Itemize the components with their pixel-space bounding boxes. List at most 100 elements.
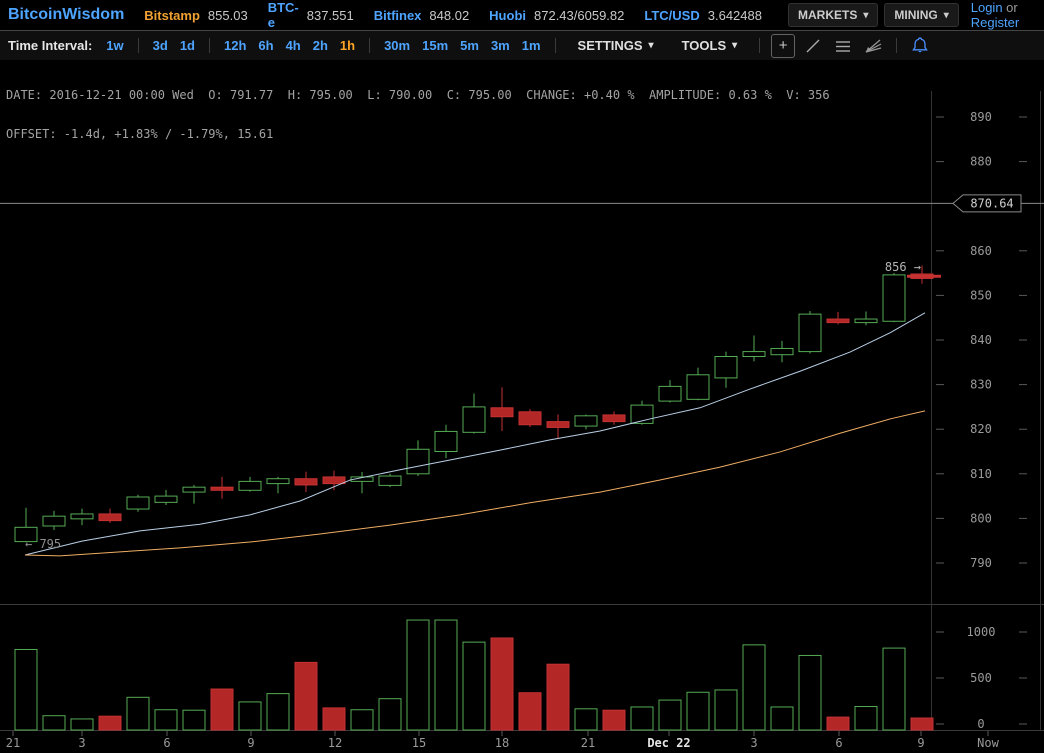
price-axis-label: 810 — [970, 467, 992, 481]
candle-body — [574, 415, 598, 427]
volume-bar — [70, 718, 94, 731]
candle-body — [714, 356, 738, 379]
volume-bar — [126, 696, 150, 731]
volume-bar — [602, 709, 626, 731]
candle-body — [826, 318, 850, 324]
volume-bar — [154, 709, 178, 731]
candle-body — [658, 385, 682, 402]
volume-bar — [322, 707, 346, 731]
interval-1d[interactable]: 1d — [179, 38, 195, 53]
candle-body — [154, 495, 178, 503]
ticker-btce-link[interactable]: BTC-e — [267, 0, 299, 30]
interval-6h[interactable]: 6h — [258, 38, 274, 53]
candle-body — [686, 374, 710, 400]
price-axis-label: 850 — [970, 288, 992, 302]
divider — [369, 38, 371, 53]
time-axis-label: 21 — [6, 736, 20, 750]
ticker-huobi-link[interactable]: Huobi — [489, 7, 526, 23]
login-link[interactable]: Login — [970, 0, 1003, 15]
volume-bar — [826, 716, 850, 731]
price-axis-label: 840 — [970, 333, 992, 347]
ma-slow-line — [24, 410, 926, 557]
ticker-bitstamp-link[interactable]: Bitstamp — [144, 7, 200, 23]
interval-3d[interactable]: 3d — [152, 38, 168, 53]
candle-body — [182, 486, 206, 493]
caret-down-icon: ▾ — [648, 40, 654, 51]
price-annotation: 856 → — [885, 260, 921, 274]
crosshair-tool-icon[interactable]: + — [771, 33, 796, 58]
volume-bar — [462, 641, 486, 731]
mining-dropdown-button[interactable]: MINING ▾ — [884, 3, 959, 27]
volume-bar — [378, 698, 402, 731]
horizontal-lines-tool-icon[interactable] — [831, 34, 855, 58]
candle-body — [630, 404, 654, 424]
markets-dropdown-button[interactable]: MARKETS ▾ — [787, 3, 879, 27]
fan-lines-tool-icon[interactable] — [861, 34, 885, 58]
register-link[interactable]: Register — [970, 15, 1020, 30]
candle-body — [434, 430, 458, 452]
volume-bar — [630, 706, 654, 731]
brand-logo[interactable]: BitcoinWisdom — [8, 6, 125, 23]
divider — [208, 38, 210, 53]
time-axis-label: 6 — [163, 736, 170, 750]
candle-body — [406, 448, 430, 475]
ma-fast-line — [24, 312, 926, 556]
candlestick-chart[interactable]: 890 880 860 850 840 830 820 810 800 790 1000 500 0 21… — [0, 91, 1044, 753]
candle-body — [462, 406, 486, 433]
chart-toolbar: Time Interval: 1w 3d 1d 12h 6h 4h 2h 1h … — [0, 30, 1044, 60]
settings-dropdown-button[interactable]: SETTINGS ▾ — [577, 38, 654, 53]
alert-bell-icon[interactable] — [908, 34, 932, 58]
interval-12h[interactable]: 12h — [223, 38, 247, 53]
ohlc-info-readout: DATE: 2016-12-21 00:00 Wed O: 791.77 H: … — [0, 60, 1044, 141]
divider — [759, 38, 761, 53]
candle-body — [518, 411, 542, 426]
price-axis-label: 860 — [970, 244, 992, 258]
interval-1h-selected[interactable]: 1h — [339, 38, 356, 53]
time-axis-label: 9 — [917, 736, 924, 750]
time-axis-label: 15 — [412, 736, 426, 750]
divider — [137, 38, 139, 53]
volume-bar — [182, 709, 206, 731]
tools-dropdown-button[interactable]: TOOLS ▾ — [681, 38, 738, 53]
volume-axis-label: 1000 — [967, 625, 996, 639]
interval-1m[interactable]: 1m — [521, 38, 541, 53]
interval-1w[interactable]: 1w — [106, 38, 124, 53]
candle-body — [742, 351, 766, 358]
volume-bar — [434, 619, 458, 731]
interval-15m[interactable]: 15m — [422, 38, 449, 53]
candle-body — [854, 318, 878, 324]
trendline-tool-icon[interactable] — [801, 34, 825, 58]
time-axis-label: 9 — [247, 736, 254, 750]
volume-bar — [714, 689, 738, 731]
interval-2h[interactable]: 2h — [312, 38, 328, 53]
price-annotation: ← 795 — [25, 537, 61, 551]
volume-bar — [238, 701, 262, 731]
interval-5m[interactable]: 5m — [460, 38, 479, 53]
candle-body — [238, 480, 262, 491]
ticker-ltcusd-link[interactable]: LTC/USD — [644, 7, 700, 23]
volume-axis-label: 500 — [970, 671, 992, 685]
top-navbar: BitcoinWisdom Bitstamp 855.03 BTC-e 837.… — [0, 0, 1044, 30]
volume-bar — [210, 688, 234, 731]
ticker-bitfinex-link[interactable]: Bitfinex — [373, 7, 422, 23]
ticker-btce-price: 837.551 — [306, 7, 354, 23]
drawing-tools-group: + — [768, 33, 935, 58]
volume-bar — [546, 663, 570, 731]
interval-3m[interactable]: 3m — [490, 38, 510, 53]
or-text: or — [1002, 0, 1018, 15]
time-axis-label: 3 — [78, 736, 85, 750]
divider — [896, 38, 898, 53]
ohlc-info-line2: OFFSET: -1.4d, +1.83% / -1.79%, 15.61 — [6, 127, 274, 141]
volume-bar — [770, 706, 794, 731]
price-axis-label: 790 — [970, 556, 992, 570]
candle-body — [126, 496, 150, 510]
ohlc-info-line1: DATE: 2016-12-21 00:00 Wed O: 791.77 H: … — [6, 88, 830, 102]
interval-4h[interactable]: 4h — [285, 38, 301, 53]
volume-bar — [266, 693, 290, 731]
candle-body — [294, 478, 318, 486]
interval-30m[interactable]: 30m — [384, 38, 411, 53]
price-axis-label: 890 — [970, 110, 992, 124]
candle-body — [798, 313, 822, 353]
price-axis-label: 800 — [970, 511, 992, 525]
time-axis-label: 18 — [495, 736, 509, 750]
